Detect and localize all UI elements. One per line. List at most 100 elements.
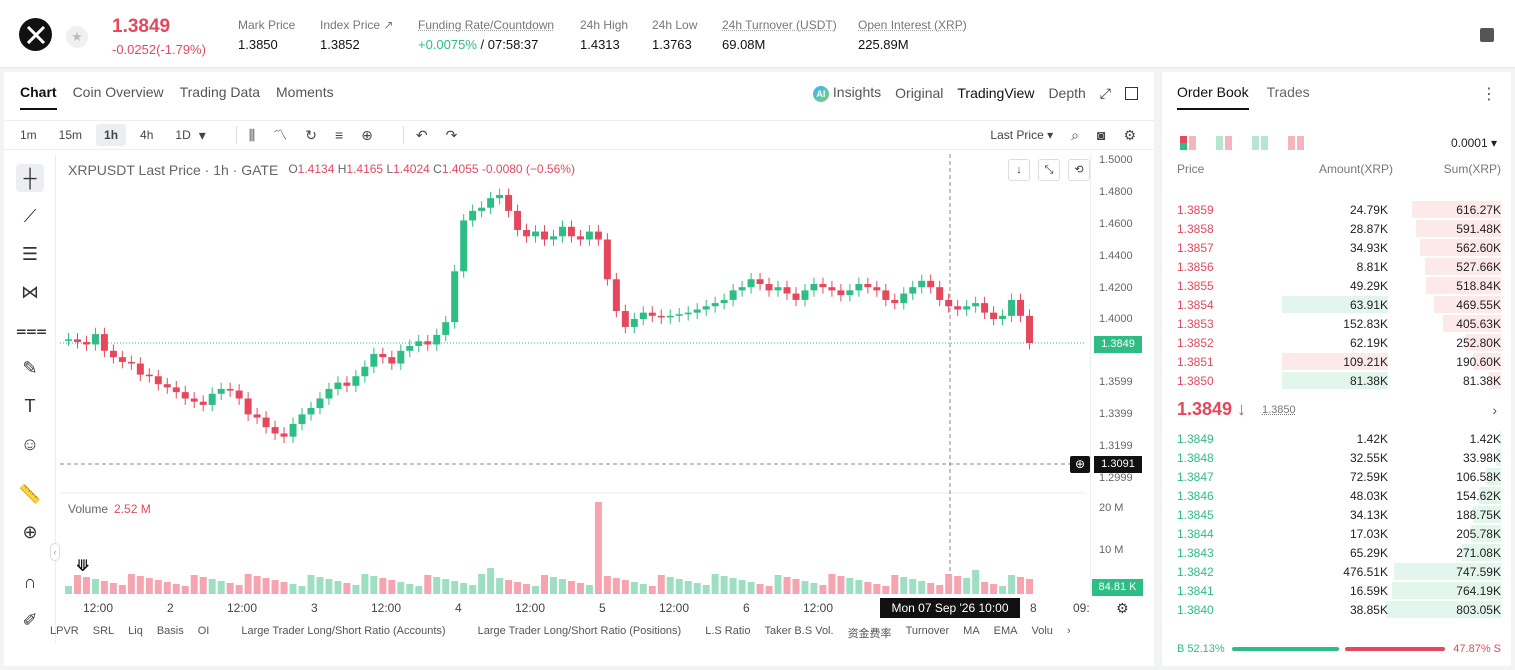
fib-icon[interactable]: ⩶ [16,320,47,340]
crosshair-icon[interactable]: ┼ [16,164,44,192]
bid-row[interactable]: 1.3842 476.51K 747.59K [1162,562,1511,581]
scroll-right-icon[interactable]: › [1066,625,1071,637]
tab-trades[interactable]: Trades [1266,84,1310,100]
camera-icon[interactable]: ◙ [1096,127,1106,143]
bid-row[interactable]: 1.3846 48.03K 154.62K [1162,486,1511,505]
interval-1m[interactable]: 1m [20,128,37,142]
indicator-liq[interactable]: Liq [128,625,143,637]
indicator-ma[interactable]: MA [963,625,980,637]
pencil-lock-icon[interactable]: ✐ [22,610,38,630]
undo-icon[interactable]: ↶ [415,126,428,143]
candle-type-icon[interactable]: ⫼ [248,126,256,143]
indicator-basis[interactable]: Basis [156,625,184,637]
asks-view-icon[interactable] [1288,136,1304,150]
indicators-icon[interactable]: 〽 [273,127,288,143]
search-icon[interactable]: ⌕ [1071,126,1079,143]
indicator-turnover[interactable]: Turnover [905,625,950,637]
emoji-icon[interactable]: ☺ [20,434,40,454]
indicator-srl[interactable]: SRL [92,625,115,637]
ask-row[interactable]: 1.3851 109.21K 190.60K [1162,352,1511,371]
tab-tradingview[interactable]: TradingView [957,85,1035,101]
ruler-icon[interactable]: 📏 [18,484,42,504]
bids-view-icon[interactable] [1252,136,1268,150]
text-tool-icon[interactable]: T [24,396,36,416]
last-price-select[interactable]: Last Price ▾ [990,128,1054,142]
bid-row[interactable]: 1.3840 38.85K 803.05K [1162,600,1511,619]
collapse-icon[interactable]: ⤡ [1038,159,1060,181]
magnet-icon[interactable]: ∩ [23,572,37,592]
interval-1h[interactable]: 1h [96,124,127,146]
bid-row[interactable]: 1.3844 17.03K 205.78K [1162,524,1511,543]
interval-1d[interactable]: 1D [175,128,191,142]
tab-order-book[interactable]: Order Book [1177,84,1249,110]
interval-15m[interactable]: 15m [58,128,83,142]
ask-row[interactable]: 1.3853 152.83K 405.63K [1162,314,1511,333]
redo-icon[interactable]: ↷ [445,126,458,143]
indicator-lt-positions[interactable]: Large Trader Long/Short Ratio (Positions… [477,625,682,637]
indicator-funding[interactable]: 资金费率 [847,628,892,640]
notes-icon[interactable] [1480,28,1494,42]
ask-row[interactable]: 1.3855 49.29K 518.84K [1162,276,1511,295]
horizontal-lines-icon[interactable]: ☰ [21,244,39,264]
templates-icon[interactable]: ≡ [334,127,344,143]
tab-coin-overview[interactable]: Coin Overview [72,84,164,100]
pattern-icon[interactable]: ⋈ [21,282,39,302]
favorite-star-icon[interactable]: ★ [66,26,88,48]
ask-row[interactable]: 1.3856 8.81K 527.66K [1162,257,1511,276]
price-chart[interactable] [60,154,1086,594]
collapse-sidebar-icon[interactable]: ‹ [50,543,60,561]
price-axis[interactable]: 1.5000 1.4800 1.4600 1.4400 1.4200 1.400… [1090,154,1152,594]
expand-icon[interactable]: ⤢ [1099,84,1111,101]
ask-row[interactable]: 1.3850 81.38K 81.38K [1162,371,1511,390]
tab-original[interactable]: Original [895,85,944,101]
ask-row[interactable]: 1.3858 28.87K 591.48K [1162,219,1511,238]
indicator-ema[interactable]: EMA [993,625,1018,637]
indicator-ls-ratio[interactable]: L.S Ratio [705,625,751,637]
indicator-taker-vol[interactable]: Taker B.S Vol. [764,625,834,637]
stat-index-price[interactable]: Index Price ↗ 1.3852 [320,18,393,52]
tab-chart[interactable]: Chart [20,84,57,110]
time-axis[interactable]: 12:00 2 12:00 3 12:00 4 12:00 5 12:00 6 … [60,601,1090,621]
bid-row[interactable]: 1.3847 72.59K 106.58K [1162,467,1511,486]
gear-icon[interactable]: ⚙ [1123,126,1136,143]
ask-row[interactable]: 1.3859 24.79K 616.27K [1162,200,1511,219]
add-alert-plus-icon[interactable]: ⊕ [1070,456,1090,473]
tab-trading-data[interactable]: Trading Data [179,84,261,100]
indicator-lt-accounts[interactable]: Large Trader Long/Short Ratio (Accounts) [241,625,446,637]
precision-select[interactable]: 0.0001 ▾ [1450,136,1497,150]
refresh-icon[interactable]: ⟲ [1068,159,1090,181]
chevron-right-icon[interactable]: › [1492,402,1497,418]
interval-4h[interactable]: 4h [140,128,154,142]
ask-row[interactable]: 1.3854 63.91K 469.55K [1162,295,1511,314]
tab-moments[interactable]: Moments [276,84,334,100]
zoom-in-icon[interactable]: ⊕ [22,522,38,542]
stat-label[interactable]: Index Price ↗ [320,18,394,32]
row-price: 1.3842 [1177,565,1214,579]
bid-row[interactable]: 1.3845 34.13K 188.75K [1162,505,1511,524]
more-vertical-icon[interactable]: ⋮ [1481,86,1497,103]
indicator-oi[interactable]: OI [197,625,210,637]
tab-depth[interactable]: Depth [1048,85,1086,101]
bid-row[interactable]: 1.3841 16.59K 764.19K [1162,581,1511,600]
interval-dropdown-icon[interactable]: ▾ [198,126,206,143]
replay-icon[interactable]: ↻ [305,126,317,143]
volume-bar [172,584,180,594]
tab-insights[interactable]: AI Insights [812,84,881,102]
chart-controls: ↓ ⤡ ⟲ [1008,159,1090,181]
trend-line-icon[interactable]: ⟋ [23,206,37,226]
both-sides-view-icon[interactable] [1180,136,1196,150]
mixed-view-icon[interactable] [1216,136,1232,150]
brush-icon[interactable]: ✎ [22,358,38,378]
bid-row[interactable]: 1.3843 65.29K 271.08K [1162,543,1511,562]
chart-settings-icon[interactable]: ⚙ [1116,600,1129,616]
fullscreen-icon[interactable] [1125,86,1138,100]
ask-row[interactable]: 1.3857 34.93K 562.60K [1162,238,1511,257]
indicator-lpvr[interactable]: LPVR [50,625,79,637]
bid-row[interactable]: 1.3849 1.42K 1.42K [1162,429,1511,448]
indicator-volume[interactable]: Volu [1031,625,1053,637]
ask-row[interactable]: 1.3852 62.19K 252.80K [1162,333,1511,352]
scroll-down-icon[interactable]: ↓ [1008,159,1030,181]
alert-add-icon[interactable]: ⊕ [361,126,373,143]
y-label: 1.3599 [1099,376,1133,388]
bid-row[interactable]: 1.3848 32.55K 33.98K [1162,448,1511,467]
